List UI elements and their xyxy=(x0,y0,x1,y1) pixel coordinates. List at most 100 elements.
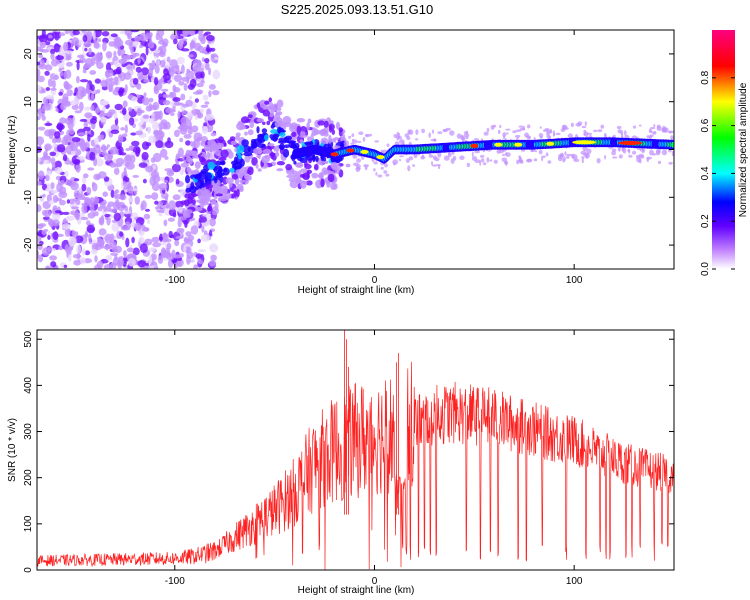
spectrogram-cell xyxy=(194,64,199,69)
spectrogram-cell xyxy=(262,109,271,117)
spectrogram-cell xyxy=(293,174,301,182)
spectrogram-cell xyxy=(53,43,60,53)
spectrogram-cell xyxy=(343,140,350,146)
spectrogram-cell xyxy=(135,147,141,158)
spectrogram-cell xyxy=(89,70,97,75)
spectrogram-cell xyxy=(200,187,206,195)
spectrogram-cell xyxy=(460,135,466,141)
spectrogram-cell xyxy=(71,37,80,47)
spectrogram-cell xyxy=(41,115,46,121)
spectrogram-cell xyxy=(128,107,133,112)
spectrogram-cell xyxy=(56,233,64,237)
spectrogram-cell xyxy=(158,40,165,45)
spectrogram-cell xyxy=(37,254,44,263)
spectrogram-cell xyxy=(489,159,493,162)
spectrogram-cell xyxy=(181,64,185,74)
spectrogram-cell xyxy=(173,101,181,106)
spectrogram-cell xyxy=(161,94,171,98)
spectrogram-cell xyxy=(186,247,190,254)
spectrogram-cell xyxy=(493,159,498,164)
spectrogram-cell xyxy=(145,165,154,173)
spectrogram-cell xyxy=(185,70,195,80)
spectrogram-cell xyxy=(581,125,587,129)
spectrogram-cell xyxy=(73,159,81,165)
spectrogram-cell xyxy=(154,65,160,74)
spectrogram-cell xyxy=(130,30,140,33)
spectrogram-cell xyxy=(408,129,414,135)
spectrogram-cell xyxy=(185,99,193,107)
spectrogram-cell xyxy=(96,238,104,248)
spectrogram-cell xyxy=(77,132,87,136)
snr-line xyxy=(37,361,674,570)
spectrogram-cell xyxy=(649,149,654,156)
spectrogram-cell xyxy=(38,54,44,59)
spectrogram-cell xyxy=(148,97,154,103)
spectrogram-cell xyxy=(51,58,59,67)
spectrogram-cell xyxy=(52,231,59,240)
spectrogram-cell xyxy=(90,105,95,111)
spectrogram-peak xyxy=(494,142,503,147)
spectrogram-cell xyxy=(136,83,142,90)
spectrogram-cell xyxy=(46,170,52,176)
spectrogram-cell xyxy=(563,156,566,162)
spectrogram-cell xyxy=(592,129,598,132)
spectrogram-cell xyxy=(206,35,215,42)
spectrogram-cell xyxy=(194,161,201,170)
spectrogram-cell xyxy=(44,209,52,218)
spectrogram-cell xyxy=(81,202,90,207)
spectrogram-cell xyxy=(37,84,42,92)
spectrogram-cell xyxy=(221,161,225,165)
spectrogram-cell xyxy=(223,167,227,173)
spectrogram-cell xyxy=(649,127,656,130)
spectrogram-cell xyxy=(183,199,190,207)
spectrogram-cell xyxy=(147,135,156,144)
spectrogram-cell xyxy=(407,165,411,172)
spectrogram-cell xyxy=(649,134,654,137)
spectrogram-cell xyxy=(384,163,388,168)
spectrogram-cell xyxy=(506,132,509,135)
spectrogram-cell xyxy=(48,34,53,39)
spectrogram-cell xyxy=(56,182,63,193)
spectrogram-cell xyxy=(486,157,490,163)
spectrogram-cell xyxy=(119,152,127,156)
spectrogram-cell xyxy=(269,111,275,118)
spectrogram-cell xyxy=(108,41,117,47)
spectrogram-cell xyxy=(50,87,57,91)
spectrogram-cell xyxy=(100,80,109,88)
spectrogram-cell xyxy=(163,179,168,184)
spectrogram-cell xyxy=(459,155,465,160)
spectrogram-cell xyxy=(58,191,68,199)
spectrogram-cell xyxy=(151,112,155,123)
spectrogram-cell xyxy=(105,204,112,212)
spectrogram-cell xyxy=(392,159,399,165)
spectrogram-cell xyxy=(44,152,48,159)
spectrogram-cell xyxy=(72,30,80,36)
spectrogram-cell xyxy=(37,126,46,131)
spectrogram-cell xyxy=(356,164,361,169)
spectrogram-cell xyxy=(636,156,641,163)
spectrogram-cell xyxy=(154,200,159,205)
spectrogram-cell xyxy=(164,140,174,149)
spectrogram-cell xyxy=(117,134,124,144)
spectrogram-cell xyxy=(38,59,45,68)
spectrogram-cell xyxy=(200,80,206,84)
spectrogram-cell xyxy=(166,56,171,63)
spectrogram-cell xyxy=(276,99,284,108)
spectrogram-cell xyxy=(82,65,87,71)
spectrogram-cell xyxy=(437,165,441,170)
spectrogram-cell xyxy=(88,233,92,243)
spectrogram-cell xyxy=(42,216,50,220)
spectrogram-cell xyxy=(143,92,147,98)
spectrogram-cell xyxy=(118,87,124,97)
spectrogram-cell xyxy=(261,128,268,134)
spectrogram-cell xyxy=(153,77,159,86)
spectrogram-cell xyxy=(56,144,66,153)
spectrogram-cell xyxy=(179,137,184,143)
spectrogram-cell xyxy=(338,127,343,133)
spectrogram-cell xyxy=(206,151,211,159)
spectrogram-cell xyxy=(86,186,92,196)
spectrogram-cell xyxy=(414,138,419,141)
spectrogram-cell xyxy=(428,154,434,158)
spectrogram-cell xyxy=(117,47,122,57)
